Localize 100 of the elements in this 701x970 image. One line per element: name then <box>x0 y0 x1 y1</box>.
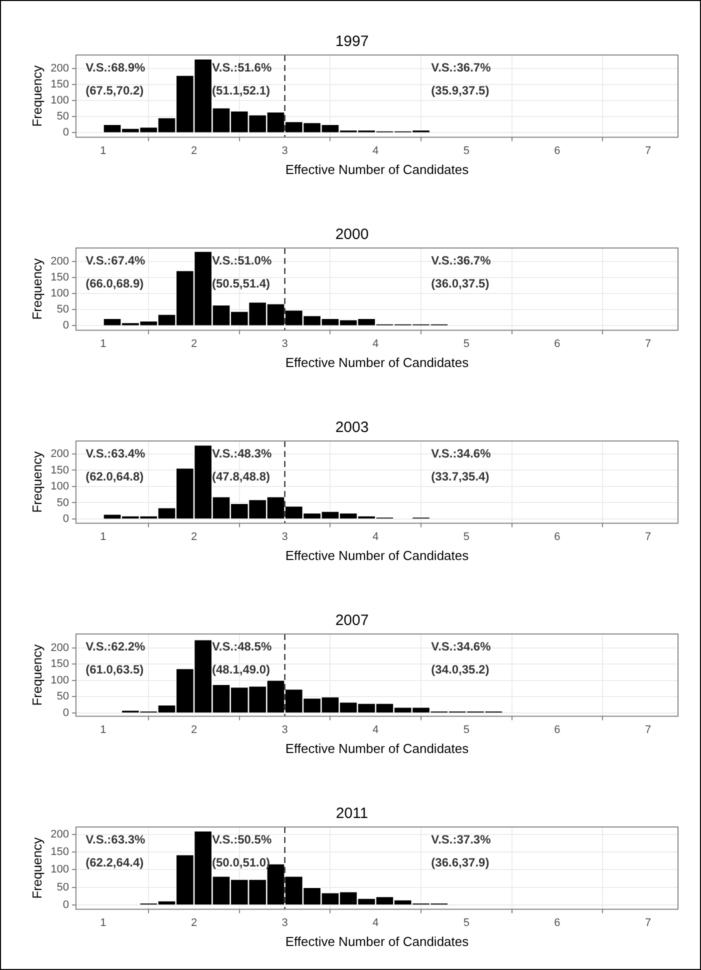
annotation: V.S.:36.7% <box>431 60 492 74</box>
x-tick-label: 3 <box>282 724 288 736</box>
annotation: (47.8,48.8) <box>212 469 270 484</box>
x-tick-label: 1 <box>100 338 106 350</box>
annotation: (50.5,51.4) <box>212 276 270 290</box>
y-tick-label: 50 <box>56 690 69 703</box>
y-tick-label: 200 <box>50 256 69 268</box>
y-tick-label: 100 <box>50 480 69 493</box>
x-tick-label: 7 <box>644 338 652 350</box>
y-tick-label: 100 <box>50 674 69 686</box>
y-tick-label: 0 <box>62 899 69 911</box>
x-tick-label: 3 <box>282 916 288 929</box>
x-tick-label: 5 <box>463 916 470 929</box>
annotation: (62.2,64.4) <box>86 855 144 870</box>
annotation: V.S.:36.7% <box>431 253 492 268</box>
x-axis-title: Effective Number of Candidates <box>285 934 470 949</box>
annotation: (50.0,51.0) <box>212 855 270 870</box>
x-tick-label: 1 <box>100 916 106 929</box>
x-tick-label: 2 <box>190 530 198 543</box>
annotation: V.S.:51.6% <box>212 60 272 74</box>
annotation: V.S.:48.5% <box>212 639 272 654</box>
x-tick-label: 5 <box>463 530 470 543</box>
annotation: (61.0,63.5) <box>86 662 144 676</box>
y-tick-label: 150 <box>50 464 69 476</box>
y-tick-label: 150 <box>50 846 69 858</box>
annotation: V.S.:51.0% <box>212 253 272 268</box>
y-axis-title: Frequency <box>29 64 44 127</box>
y-tick-label: 200 <box>50 448 69 460</box>
y-tick-label: 200 <box>50 62 69 75</box>
annotation: V.S.:63.4% <box>86 446 146 460</box>
x-axis-title: Effective Number of Candidates <box>285 162 470 177</box>
x-tick-label: 6 <box>554 144 560 157</box>
x-tick-label: 5 <box>463 724 470 736</box>
annotation: V.S.:50.5% <box>212 832 272 846</box>
x-tick-label: 6 <box>554 724 560 736</box>
annotation: (67.5,70.2) <box>86 83 144 98</box>
y-tick-label: 200 <box>50 828 69 840</box>
x-tick-label: 1 <box>100 530 106 543</box>
x-tick-label: 3 <box>282 144 288 157</box>
annotation: V.S.:68.9% <box>86 60 146 74</box>
chart-title: 1997 <box>335 33 369 50</box>
x-tick-label: 7 <box>644 144 652 157</box>
y-tick-label: 50 <box>56 304 69 316</box>
y-tick-label: 50 <box>56 110 69 123</box>
y-tick-label: 150 <box>50 272 69 284</box>
chart-title: 2011 <box>336 805 368 822</box>
x-tick-label: 2 <box>190 916 198 929</box>
x-axis-title: Effective Number of Candidates <box>285 548 470 563</box>
x-tick-label: 4 <box>372 530 379 543</box>
x-tick-label: 7 <box>644 530 652 543</box>
annotation: (66.0,68.9) <box>86 276 144 290</box>
y-tick-label: 0 <box>62 513 69 526</box>
y-tick-label: 0 <box>62 126 69 139</box>
x-tick-label: 3 <box>282 530 288 543</box>
x-tick-label: 4 <box>372 724 379 736</box>
x-tick-label: 1 <box>100 724 106 736</box>
x-tick-label: 1 <box>100 144 106 157</box>
x-axis-title: Effective Number of Candidates <box>285 354 470 370</box>
annotation: V.S.:63.3% <box>86 832 146 846</box>
x-tick-label: 4 <box>372 338 379 350</box>
y-tick-label: 200 <box>50 642 69 654</box>
y-axis-title: Frequency <box>29 450 44 513</box>
annotation: V.S.:34.6% <box>431 639 492 654</box>
chart-title: 2007 <box>335 612 369 630</box>
y-tick-label: 50 <box>56 496 69 509</box>
chart-title: 2003 <box>335 419 369 436</box>
annotation: (33.7,35.4) <box>431 469 490 484</box>
y-tick-label: 50 <box>56 881 69 894</box>
x-tick-label: 6 <box>554 916 560 929</box>
y-tick-label: 100 <box>50 94 69 107</box>
y-tick-label: 100 <box>50 288 69 300</box>
annotation: (62.0,64.8) <box>86 469 144 484</box>
x-tick-label: 2 <box>190 144 198 157</box>
y-axis-title: Frequency <box>29 644 44 706</box>
annotation: V.S.:34.6% <box>431 446 492 460</box>
x-tick-label: 5 <box>463 338 470 350</box>
y-tick-label: 150 <box>50 658 69 670</box>
x-tick-label: 7 <box>644 916 652 929</box>
x-tick-label: 3 <box>282 338 288 350</box>
x-tick-label: 6 <box>554 338 560 350</box>
annotation: V.S.:37.3% <box>431 832 492 846</box>
x-tick-label: 2 <box>190 338 198 350</box>
annotation: (48.1,49.0) <box>212 662 270 676</box>
annotation: V.S.:48.3% <box>212 446 272 460</box>
y-tick-label: 100 <box>50 864 69 876</box>
y-axis-title: Frequency <box>29 836 44 899</box>
chart-title: 2000 <box>335 226 369 244</box>
annotation: (34.0,35.2) <box>431 662 490 676</box>
x-tick-label: 4 <box>372 144 379 157</box>
annotation: V.S.:67.4% <box>86 253 146 268</box>
annotation: (35.9,37.5) <box>431 83 490 98</box>
y-tick-label: 0 <box>62 706 69 719</box>
y-axis-title: Frequency <box>29 258 44 320</box>
y-tick-label: 150 <box>50 78 69 91</box>
x-axis-title: Effective Number of Candidates <box>285 740 470 756</box>
x-tick-label: 7 <box>644 724 652 736</box>
x-tick-label: 2 <box>190 724 198 736</box>
annotation: (36.6,37.9) <box>431 855 490 870</box>
annotation: (36.0,37.5) <box>431 276 490 290</box>
x-tick-label: 5 <box>463 144 470 157</box>
